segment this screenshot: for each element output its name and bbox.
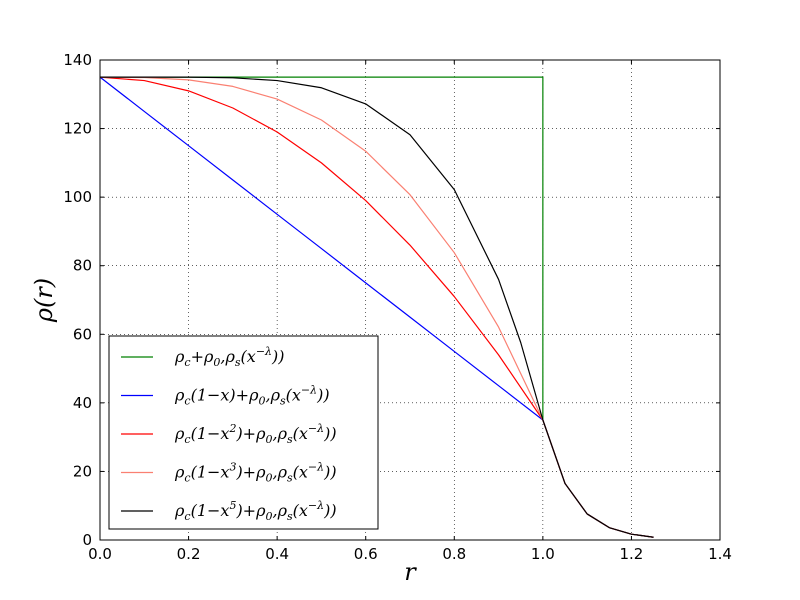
plot-frame	[99, 59, 721, 541]
y-tick-label: 40	[73, 394, 92, 412]
legend-entry-1: ρc​+ρ0​,ρs​(x−λ​))	[174, 345, 285, 369]
legend-entry-5: ρc​(1−x5​)+ρ0​,ρs​(x−λ​))	[174, 499, 337, 523]
legend-entry-4: ρc​(1−x3​)+ρ0​,ρs​(x−λ​))	[174, 461, 337, 485]
y-tick-label: 100	[63, 188, 92, 206]
x-tick-label: 0.4	[265, 545, 289, 563]
x-tick-label: 0.0	[88, 545, 112, 563]
y-axis-label: ρ(r)	[30, 278, 58, 323]
x-tick-label: 1.2	[619, 545, 643, 563]
legend: ρc​+ρ0​,ρs​(x−λ​)) ρc​(1−x)+ρ0​,ρs​(x−λ​)…	[108, 335, 379, 530]
legend-entry-3: ρc​(1−x2​)+ρ0​,ρs​(x−λ​))	[174, 422, 337, 446]
y-tick-label: 140	[63, 51, 92, 69]
series-lines	[99, 76, 654, 538]
x-tick-label: 0.2	[177, 545, 201, 563]
y-tick-label: 80	[73, 257, 92, 275]
y-tick-label: 120	[63, 120, 92, 138]
x-axis-label: r	[404, 558, 417, 586]
x-tick-label: 0.6	[354, 545, 378, 563]
series-line-5	[100, 76, 654, 538]
x-tick-label: 0.8	[442, 545, 466, 563]
y-tick-label: 0	[82, 531, 92, 549]
legend-entry-2: ρc​(1−x)+ρ0​,ρs​(x−λ​))	[174, 384, 330, 408]
x-tick-label: 1.0	[531, 545, 555, 563]
legend-box	[108, 335, 379, 530]
axis-ticks: 0.0 0.2 0.4 0.6 0.8 1.0 1.2 1.4 0 20 40 60 80 100 120 1…	[63, 51, 732, 563]
y-tick-label: 60	[73, 325, 92, 343]
y-tick-label: 20	[73, 462, 92, 480]
grid	[100, 60, 720, 540]
x-tick-label: 1.4	[708, 545, 732, 563]
